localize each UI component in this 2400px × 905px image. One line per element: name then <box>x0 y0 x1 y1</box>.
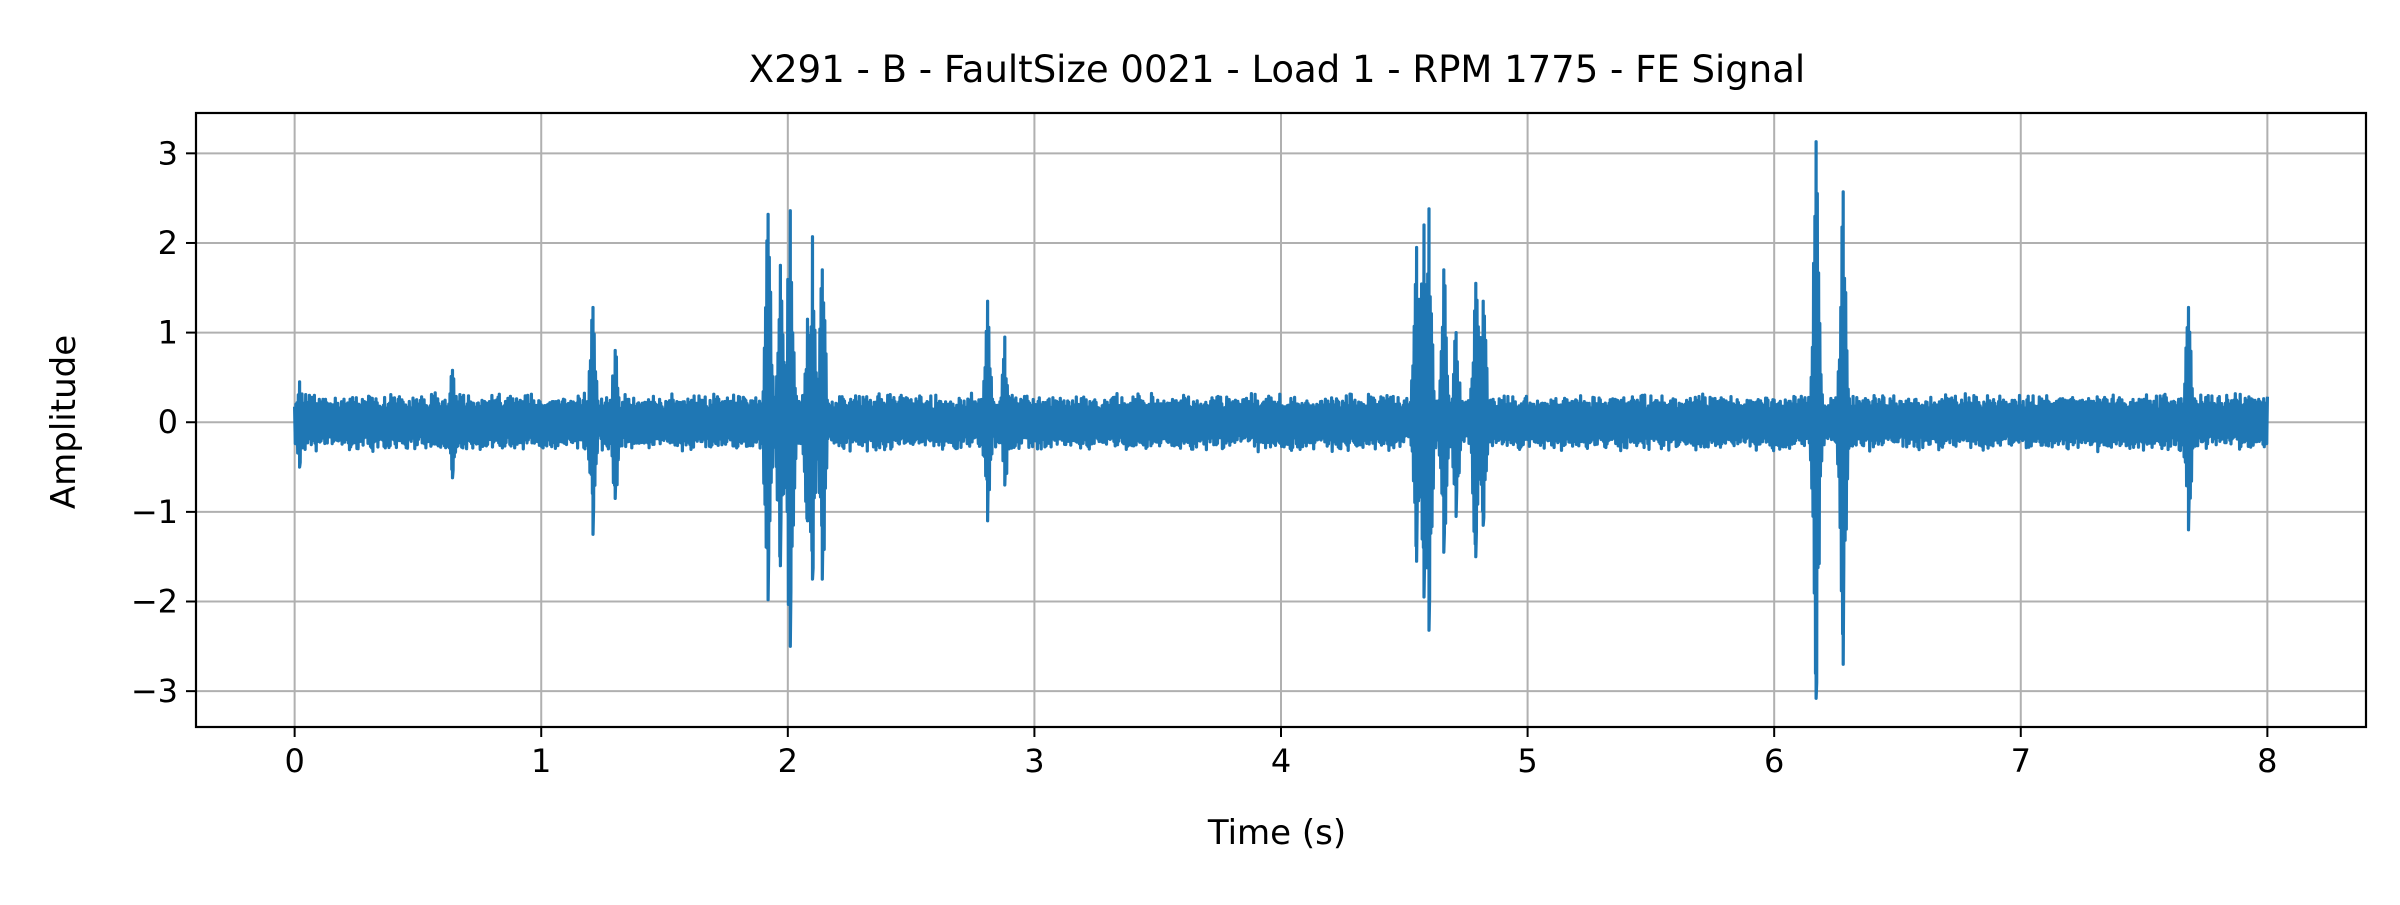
x-axis-label: Time (s) <box>1207 813 1346 853</box>
tick-marks: 0 1 2 3 4 5 6 7 8 3 2 1 0 −1 −2 −3 <box>131 134 2278 780</box>
y-tick-label: 1 <box>158 314 178 352</box>
x-tick-label: 5 <box>1517 742 1537 780</box>
x-tick-label: 4 <box>1271 742 1291 780</box>
x-tick-label: 0 <box>284 742 304 780</box>
signal-series-line <box>293 140 2269 700</box>
series-layer <box>293 140 2269 700</box>
x-tick-label: 8 <box>2257 742 2277 780</box>
x-tick-label: 3 <box>1024 742 1044 780</box>
y-tick-label: −2 <box>131 583 178 621</box>
chart-title: X291 - B - FaultSize 0021 - Load 1 - RPM… <box>749 48 1805 91</box>
y-tick-label: −3 <box>131 672 178 710</box>
y-tick-label: −1 <box>131 493 178 531</box>
x-tick-label: 7 <box>2011 742 2031 780</box>
x-tick-label: 2 <box>778 742 798 780</box>
y-tick-label: 3 <box>158 134 178 172</box>
y-tick-label: 2 <box>158 224 178 262</box>
y-axis-label: Amplitude <box>44 335 84 509</box>
y-tick-label: 0 <box>158 403 178 441</box>
x-tick-label: 1 <box>531 742 551 780</box>
x-tick-label: 6 <box>1764 742 1784 780</box>
